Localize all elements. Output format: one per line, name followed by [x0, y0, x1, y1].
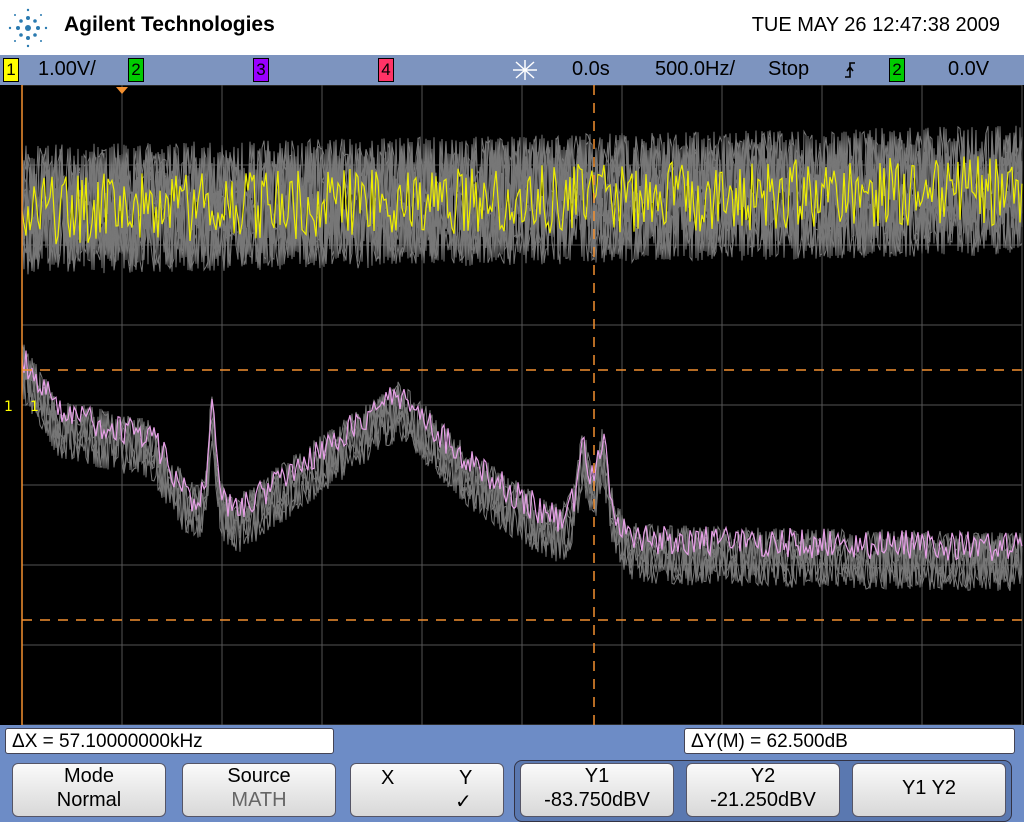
traces — [21, 125, 1023, 592]
value: Normal — [56, 789, 122, 811]
y1-button[interactable]: Y1 -83.750dBV — [520, 763, 674, 817]
label: Y1 — [584, 765, 610, 787]
delta-y: ΔY(M) = 62.500dB — [684, 728, 1015, 754]
xy-button[interactable]: X Y ✓ — [350, 763, 504, 817]
waveform-screen: 1 1 — [0, 85, 1024, 725]
check: ✓ — [455, 791, 472, 813]
trigger-channel: 2 — [889, 58, 905, 82]
brand: Agilent Technologies — [64, 13, 275, 36]
channel-4[interactable]: 4 — [378, 58, 394, 82]
header: Agilent Technologies TUE MAY 26 12:47:38… — [0, 0, 1024, 55]
mode-button[interactable]: Mode Normal — [12, 763, 166, 817]
value: -83.750dBV — [544, 789, 650, 811]
ground-marker: 1 — [4, 399, 13, 415]
logo — [8, 8, 48, 48]
label: Source — [227, 765, 291, 787]
persistence-spectrum — [21, 360, 1023, 589]
label: Mode — [63, 765, 115, 787]
math-spectrum — [21, 350, 1023, 561]
scale: 1.00V/ — [38, 58, 96, 80]
persistence-trace — [21, 127, 1023, 274]
delta-x: ΔX = 57.10000000kHz — [5, 728, 334, 754]
cursors — [21, 85, 1022, 725]
ground-marker-2: 1 — [30, 399, 39, 415]
trigger-icon — [513, 60, 537, 80]
value: MATH — [231, 789, 287, 811]
timebase: 500.0Hz/ — [655, 58, 736, 80]
status-bar: 1 1.00V/ 2 3 4 0.0s 500.0Hz/ Stop 2 0.0V — [0, 55, 1024, 85]
delay: 0.0s — [572, 58, 610, 80]
label: Y2 — [750, 765, 776, 787]
channel-3[interactable]: 3 — [253, 58, 269, 82]
channel-2[interactable]: 2 — [128, 58, 144, 82]
label: X — [381, 767, 395, 789]
trigger-position — [116, 87, 128, 94]
run-state: Stop — [768, 58, 810, 80]
channel-1[interactable]: 1 — [3, 58, 19, 82]
y2-button[interactable]: Y2 -21.250dBV — [686, 763, 840, 817]
trigger-level: 0.0V — [948, 58, 990, 80]
trigger-slope — [845, 62, 855, 78]
softkey-bar: ΔX = 57.10000000kHz ΔY(M) = 62.500dB Mod… — [0, 725, 1024, 822]
value: -21.250dBV — [710, 789, 816, 811]
label: Y1 Y2 — [901, 777, 957, 799]
y1y2-button[interactable]: Y1 Y2 — [852, 763, 1006, 817]
persistence-trace — [21, 127, 1023, 272]
channel-1-trace — [21, 156, 1023, 245]
datetime: TUE MAY 26 12:47:38 2009 — [751, 14, 1000, 36]
value: Y — [459, 767, 473, 789]
source-button[interactable]: Source MATH — [182, 763, 336, 817]
